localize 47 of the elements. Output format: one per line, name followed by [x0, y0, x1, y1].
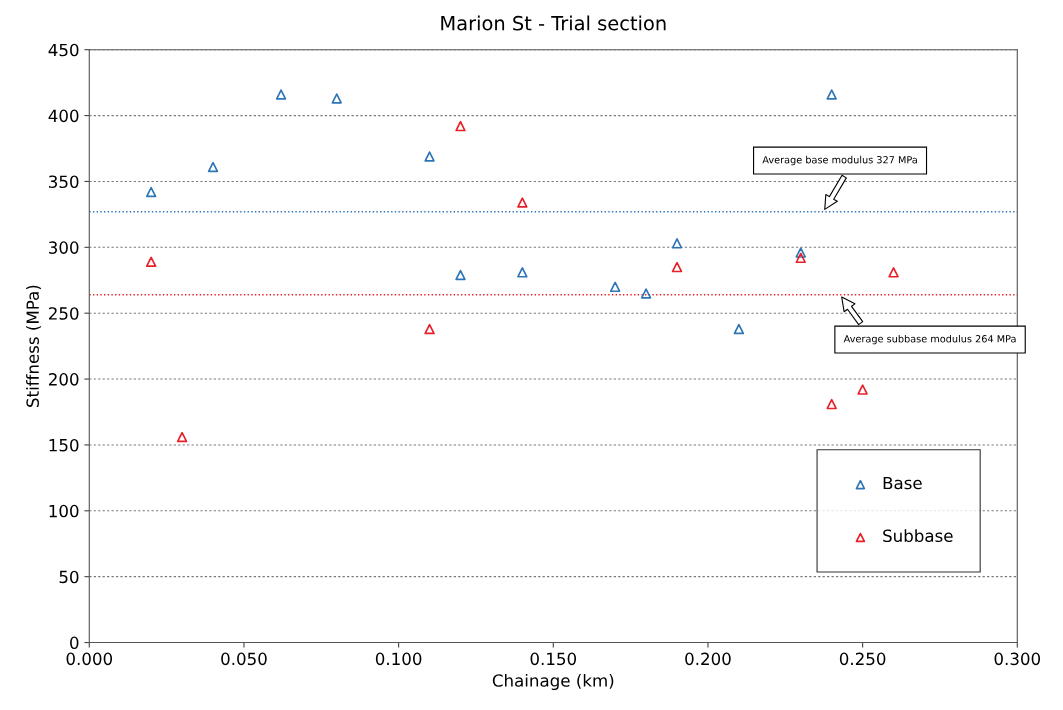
point [857, 384, 868, 395]
point [826, 398, 837, 410]
annotation: Average base modulus 327 MPa [762, 155, 917, 166]
point [145, 186, 157, 198]
y-tick-label: 250 [48, 307, 79, 320]
point [733, 323, 745, 335]
point [795, 247, 806, 258]
legend-label: Base [883, 476, 922, 490]
point [455, 269, 466, 281]
x-tick-label: 0.300 [994, 652, 1041, 666]
point [207, 161, 219, 173]
point [275, 89, 287, 100]
point [176, 431, 188, 443]
legend-label: Subbase [883, 529, 953, 543]
x-tick-label: 0.050 [221, 652, 267, 666]
x-tick-label: 0.100 [375, 652, 422, 666]
y-tick-label: 0 [70, 636, 79, 650]
y-tick-label: 100 [49, 504, 79, 518]
point [331, 93, 342, 104]
chart-title: Marion St - Trial section [441, 15, 666, 31]
y-tick-label: 450 [48, 43, 79, 57]
point [424, 323, 435, 335]
point [517, 267, 528, 278]
y-tick-label: 400 [48, 109, 79, 123]
point [640, 288, 652, 299]
point [795, 252, 806, 264]
point [671, 238, 683, 249]
x-axis-title: Chainage (km) [492, 673, 614, 691]
point [424, 151, 435, 162]
x-tick-label: 0.000 [66, 652, 113, 666]
y-tick-label: 300 [49, 241, 79, 254]
point [671, 261, 683, 273]
point [609, 281, 621, 293]
y-tick-label: 50 [59, 570, 79, 584]
point [888, 267, 899, 278]
point [145, 256, 157, 268]
x-tick-label: 0.200 [685, 652, 731, 666]
y-tick-label: 150 [49, 438, 79, 452]
y-tick-label: 350 [49, 175, 79, 189]
point [455, 120, 466, 132]
x-tick-label: 0.150 [530, 652, 577, 666]
point [517, 197, 528, 208]
y-axis-title: Stiffness (MPa) [26, 285, 41, 407]
annotation: Average subbase modulus 264 MPa [843, 334, 1016, 345]
point [826, 89, 837, 100]
y-tick-label: 200 [48, 373, 79, 386]
x-tick-label: 0.250 [839, 652, 886, 666]
